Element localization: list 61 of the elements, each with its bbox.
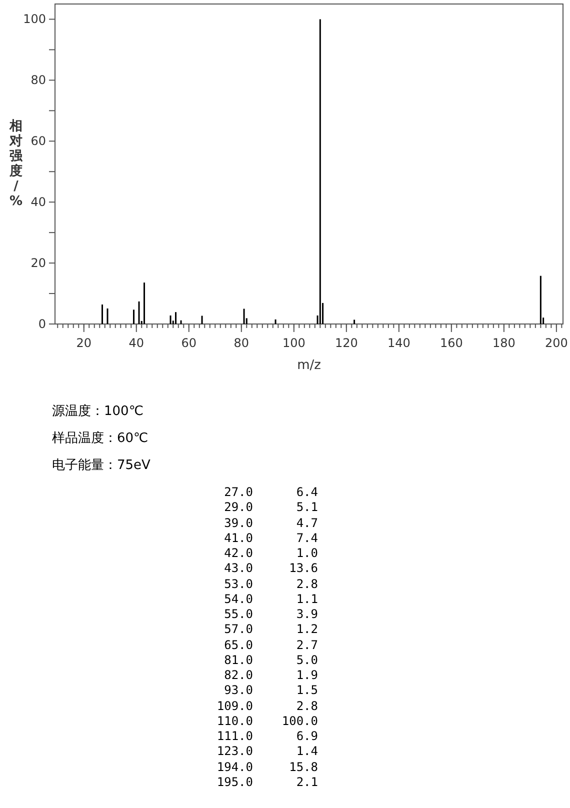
text: 2.1 (296, 774, 318, 789)
text: 42.0 (224, 546, 253, 560)
x-tick-label: 200 (544, 336, 568, 350)
y-tick-label: 60 (30, 134, 46, 148)
x-tick-label: 140 (387, 336, 410, 350)
x-tick-label: 60 (181, 336, 197, 350)
text: 1.0 (296, 546, 318, 560)
y-tick-label: 20 (30, 256, 46, 270)
text: 样品温度：60℃ (52, 430, 148, 447)
y-tick-label: 100 (23, 12, 46, 26)
text: 53.0 (224, 576, 253, 590)
text: 29.0 (224, 500, 253, 514)
text: 57.0 (224, 622, 253, 636)
x-tick-label: 40 (128, 336, 144, 350)
text: 1.2 (296, 622, 318, 636)
text: 2.8 (296, 576, 318, 590)
text: 41.0 (224, 530, 253, 545)
text: 81.0 (224, 652, 253, 667)
y-axis-title: 相对强度/% (8, 119, 24, 209)
text: 55.0 (224, 607, 253, 621)
text: 2.7 (296, 638, 318, 652)
text: 43.0 (224, 561, 253, 576)
text: 1.5 (296, 683, 318, 698)
text: 5.1 (296, 500, 318, 514)
y-tick-label: 80 (30, 73, 46, 88)
y-tick-label: 40 (30, 195, 46, 210)
text: 15.8 (289, 760, 318, 774)
text: 194.0 (216, 760, 253, 774)
text: 7.4 (296, 530, 318, 545)
text: 111.0 (216, 729, 253, 743)
text: 54.0 (224, 592, 253, 606)
text: 27.0 (224, 485, 253, 499)
text: 65.0 (224, 638, 253, 652)
x-tick-label: 120 (334, 336, 358, 350)
x-tick-label: 80 (234, 336, 250, 350)
text: 13.6 (289, 561, 318, 576)
text: 100.0 (282, 714, 318, 728)
text: 6.9 (296, 729, 318, 743)
text: 110.0 (216, 714, 253, 728)
text: 1.4 (296, 744, 318, 758)
text: 82.0 (224, 668, 253, 682)
text: 195.0 (216, 774, 253, 789)
text: 6.4 (296, 485, 318, 499)
text: 93.0 (224, 683, 253, 698)
y-tick-label: 0 (38, 317, 46, 331)
x-tick-label: 180 (492, 336, 516, 350)
text: 1.1 (296, 592, 318, 606)
text: 1.9 (296, 668, 318, 682)
text: 源温度：100℃ (52, 403, 144, 420)
x-axis-title: m/z (297, 358, 322, 373)
text: 2.8 (296, 698, 318, 712)
x-tick-label: 160 (440, 336, 463, 350)
x-tick-label: 100 (282, 336, 306, 350)
text: 123.0 (216, 744, 253, 758)
text: 电子能量：75eV (52, 457, 150, 474)
text: 3.9 (296, 607, 318, 621)
x-tick-label: 20 (76, 336, 92, 350)
text: 5.0 (296, 652, 318, 667)
text: 109.0 (216, 698, 253, 712)
text: 4.7 (296, 516, 318, 530)
text: 39.0 (224, 516, 253, 530)
